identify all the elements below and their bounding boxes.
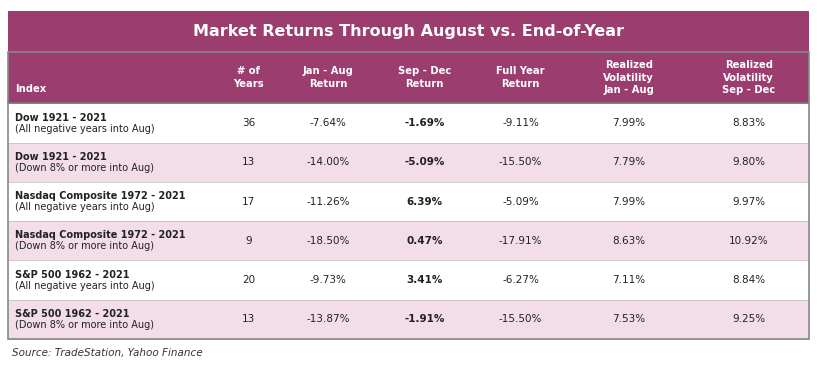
Text: Realized
Volatility
Sep - Dec: Realized Volatility Sep - Dec bbox=[722, 60, 775, 95]
Text: (Down 8% or more into Aug): (Down 8% or more into Aug) bbox=[15, 163, 154, 173]
Text: -9.73%: -9.73% bbox=[310, 275, 347, 285]
Text: 17: 17 bbox=[242, 196, 255, 206]
Bar bbox=[8, 11, 809, 52]
Text: 7.11%: 7.11% bbox=[612, 275, 645, 285]
Text: 8.83%: 8.83% bbox=[732, 118, 766, 128]
Text: -15.50%: -15.50% bbox=[499, 157, 542, 167]
Text: 10.92%: 10.92% bbox=[729, 236, 769, 246]
Text: Dow 1921 - 2021: Dow 1921 - 2021 bbox=[15, 113, 106, 123]
Text: Nasdaq Composite 1972 - 2021: Nasdaq Composite 1972 - 2021 bbox=[15, 230, 185, 240]
Text: 7.53%: 7.53% bbox=[612, 314, 645, 324]
Bar bbox=[8, 221, 809, 260]
Bar bbox=[8, 103, 809, 143]
Text: (Down 8% or more into Aug): (Down 8% or more into Aug) bbox=[15, 241, 154, 251]
Text: Dow 1921 - 2021: Dow 1921 - 2021 bbox=[15, 152, 106, 162]
Text: (All negative years into Aug): (All negative years into Aug) bbox=[15, 202, 154, 212]
Bar bbox=[8, 260, 809, 300]
Text: S&P 500 1962 - 2021: S&P 500 1962 - 2021 bbox=[15, 270, 129, 280]
Bar bbox=[8, 300, 809, 339]
Bar bbox=[8, 52, 809, 103]
Text: S&P 500 1962 - 2021: S&P 500 1962 - 2021 bbox=[15, 309, 129, 319]
Text: (Down 8% or more into Aug): (Down 8% or more into Aug) bbox=[15, 320, 154, 330]
Text: 9.25%: 9.25% bbox=[732, 314, 766, 324]
Text: 8.63%: 8.63% bbox=[612, 236, 645, 246]
Bar bbox=[8, 52, 809, 339]
Text: 7.99%: 7.99% bbox=[612, 118, 645, 128]
Text: -17.91%: -17.91% bbox=[499, 236, 542, 246]
Text: Jan - Aug
Return: Jan - Aug Return bbox=[303, 66, 354, 89]
Text: 6.39%: 6.39% bbox=[406, 196, 443, 206]
Bar bbox=[8, 182, 809, 221]
Text: -14.00%: -14.00% bbox=[307, 157, 350, 167]
Text: (All negative years into Aug): (All negative years into Aug) bbox=[15, 281, 154, 291]
Text: 13: 13 bbox=[242, 157, 255, 167]
Text: 36: 36 bbox=[242, 118, 255, 128]
Text: 0.47%: 0.47% bbox=[406, 236, 443, 246]
Text: 8.84%: 8.84% bbox=[732, 275, 766, 285]
Text: -18.50%: -18.50% bbox=[306, 236, 350, 246]
Text: Source: TradeStation, Yahoo Finance: Source: TradeStation, Yahoo Finance bbox=[12, 348, 203, 358]
Text: Full Year
Return: Full Year Return bbox=[496, 66, 545, 89]
Text: Realized
Volatility
Jan - Aug: Realized Volatility Jan - Aug bbox=[603, 60, 654, 95]
Text: (All negative years into Aug): (All negative years into Aug) bbox=[15, 124, 154, 134]
Text: Market Returns Through August vs. End-of-Year: Market Returns Through August vs. End-of… bbox=[193, 24, 624, 39]
Text: Sep - Dec
Return: Sep - Dec Return bbox=[398, 66, 451, 89]
Text: -11.26%: -11.26% bbox=[306, 196, 350, 206]
Text: -9.11%: -9.11% bbox=[502, 118, 539, 128]
Text: Nasdaq Composite 1972 - 2021: Nasdaq Composite 1972 - 2021 bbox=[15, 191, 185, 201]
Text: 13: 13 bbox=[242, 314, 255, 324]
Text: -1.69%: -1.69% bbox=[404, 118, 444, 128]
Bar bbox=[8, 142, 809, 182]
Text: 9.80%: 9.80% bbox=[732, 157, 766, 167]
Text: -7.64%: -7.64% bbox=[310, 118, 347, 128]
Text: -13.87%: -13.87% bbox=[306, 314, 350, 324]
Text: Index: Index bbox=[15, 84, 46, 94]
Text: -6.27%: -6.27% bbox=[502, 275, 539, 285]
Text: -15.50%: -15.50% bbox=[499, 314, 542, 324]
Text: 7.99%: 7.99% bbox=[612, 196, 645, 206]
Text: -5.09%: -5.09% bbox=[502, 196, 539, 206]
Text: 9.97%: 9.97% bbox=[732, 196, 766, 206]
Text: 9: 9 bbox=[245, 236, 252, 246]
Text: 7.79%: 7.79% bbox=[612, 157, 645, 167]
Text: # of
Years: # of Years bbox=[233, 66, 264, 89]
Text: -5.09%: -5.09% bbox=[404, 157, 444, 167]
Text: 20: 20 bbox=[242, 275, 255, 285]
Text: -1.91%: -1.91% bbox=[404, 314, 444, 324]
Text: 3.41%: 3.41% bbox=[406, 275, 443, 285]
